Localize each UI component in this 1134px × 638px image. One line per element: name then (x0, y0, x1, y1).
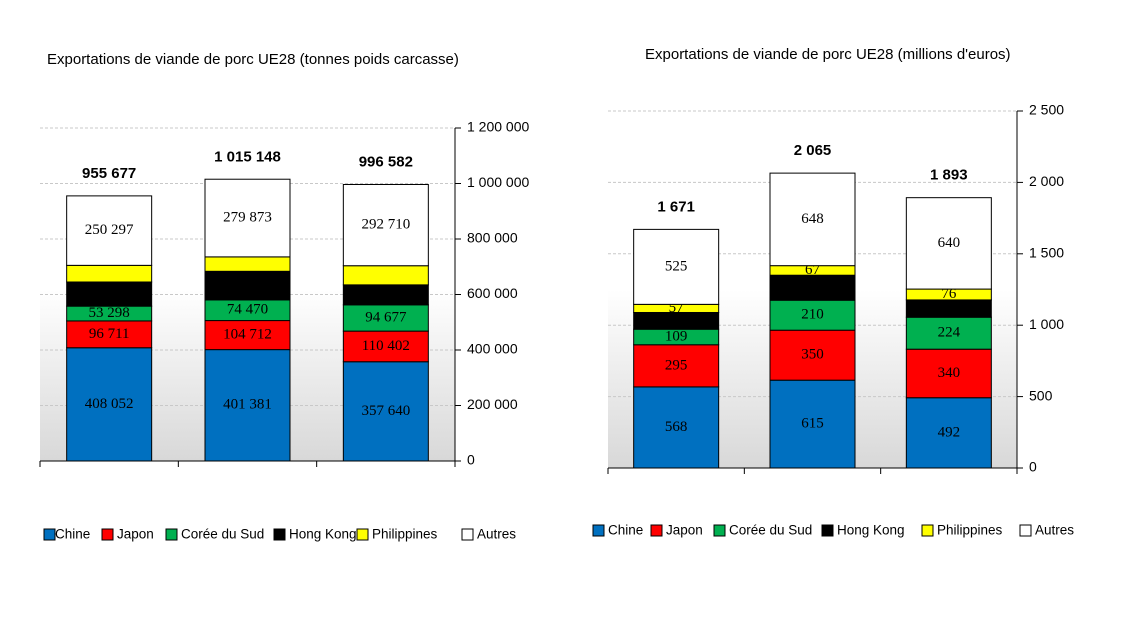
y-tick-label: 1 000 000 (467, 174, 529, 190)
chart-title: Exportations de viande de porc UE28 (ton… (47, 51, 459, 68)
value-label: 224 (938, 325, 961, 341)
y-tick-label: 1 500 (1029, 245, 1064, 261)
value-label: 175 (801, 279, 824, 295)
value-label: 340 (938, 365, 961, 381)
legend-swatch (273, 528, 286, 541)
bar-segment (769, 299, 856, 331)
value-label: 292 710 (361, 217, 410, 233)
legend-label: Corée du Sud (729, 523, 812, 538)
value-label: 250 297 (85, 222, 134, 238)
y-tick-label: 2 000 (1029, 173, 1064, 189)
y-tick-label: 1 000 (1029, 316, 1064, 332)
bar-segment (769, 379, 856, 469)
value-label: 210 (801, 307, 824, 323)
total-label: 2 065 (794, 142, 832, 159)
legend-swatch (356, 528, 369, 541)
value-label: 94 677 (365, 309, 407, 325)
bar-segment (204, 256, 291, 272)
y-tick-label: 0 (1029, 459, 1037, 475)
legend-label: Hong Kong (837, 523, 905, 538)
value-label: 640 (938, 235, 961, 251)
value-label: 121 (938, 300, 961, 316)
total-label: 955 677 (82, 165, 136, 182)
bar-segment (769, 274, 856, 301)
value-label: 117 (665, 312, 687, 328)
legend-swatch (101, 528, 114, 541)
legend-label: Philippines (372, 527, 438, 542)
bar-segment (204, 270, 291, 301)
legend-swatch (165, 528, 178, 541)
value-label: 350 (801, 347, 824, 363)
y-tick-label: 0 (467, 452, 475, 468)
legend-swatch (1019, 524, 1032, 537)
legend-label: Japon (117, 527, 154, 542)
y-tick-label: 600 000 (467, 285, 518, 301)
value-label: 525 (665, 258, 688, 274)
value-label: 279 873 (223, 209, 272, 225)
legend-swatch (821, 524, 834, 537)
value-label: 295 (665, 357, 688, 373)
legend-label: Philippines (937, 523, 1003, 538)
total-label: 1 015 148 (214, 148, 281, 165)
legend-label: Hong Kong (289, 527, 357, 542)
value-label: 96 711 (89, 326, 130, 342)
value-label: 615 (801, 416, 824, 432)
value-label: 110 402 (362, 338, 410, 354)
bar-segment (66, 281, 153, 307)
y-tick-label: 800 000 (467, 230, 518, 246)
legend-label: Autres (1035, 523, 1074, 538)
value-label: 104 712 (223, 327, 272, 343)
bar-segment (633, 228, 720, 305)
legend-swatch (921, 524, 934, 537)
legend-swatch (43, 528, 56, 541)
value-label: 109 (665, 328, 688, 344)
y-tick-label: 200 000 (467, 396, 518, 412)
y-tick-label: 2 500 (1029, 102, 1064, 118)
bar-segment (342, 330, 429, 363)
value-label: 401 381 (223, 397, 272, 413)
legend-swatch (592, 524, 605, 537)
bar-segment (905, 316, 992, 350)
y-tick-label: 400 000 (467, 341, 518, 357)
bar-segment (905, 197, 992, 290)
value-label: 74 470 (227, 302, 268, 318)
bar-segment (342, 284, 429, 306)
value-label: 408 052 (85, 396, 134, 412)
value-label: 648 (801, 211, 824, 227)
y-tick-label: 1 200 000 (467, 119, 529, 135)
value-label: 568 (665, 419, 688, 435)
bar-segment (905, 397, 992, 469)
legend-label: Japon (666, 523, 703, 538)
value-label: 357 640 (361, 403, 410, 419)
bar-segment (342, 361, 429, 462)
total-label: 996 582 (359, 153, 413, 170)
bar-segment (66, 195, 153, 266)
bar-segment (769, 172, 856, 267)
bar-segment (204, 178, 291, 258)
value-label: 53 298 (89, 305, 130, 321)
y-tick-label: 500 (1029, 387, 1053, 403)
bar-segment (66, 347, 153, 462)
value-label: 492 (938, 424, 961, 440)
bar-segment (66, 264, 153, 283)
legend-label: Chine (55, 527, 90, 542)
total-label: 1 671 (657, 198, 695, 215)
bar-segment (342, 183, 429, 267)
bar-segment (204, 320, 291, 351)
chart-title: Exportations de viande de porc UE28 (mil… (645, 46, 1011, 63)
legend-label: Autres (477, 527, 516, 542)
bar-segment (204, 349, 291, 462)
legend-swatch (650, 524, 663, 537)
legend-swatch (461, 528, 474, 541)
legend-swatch (713, 524, 726, 537)
legend-label: Chine (608, 523, 643, 538)
bar-segment (769, 329, 856, 381)
bar-segment (633, 386, 720, 469)
value-label: 76 (941, 286, 957, 302)
legend-label: Corée du Sud (181, 527, 264, 542)
bar-segment (66, 320, 153, 349)
total-label: 1 893 (930, 167, 968, 184)
bar-segment (342, 265, 429, 286)
